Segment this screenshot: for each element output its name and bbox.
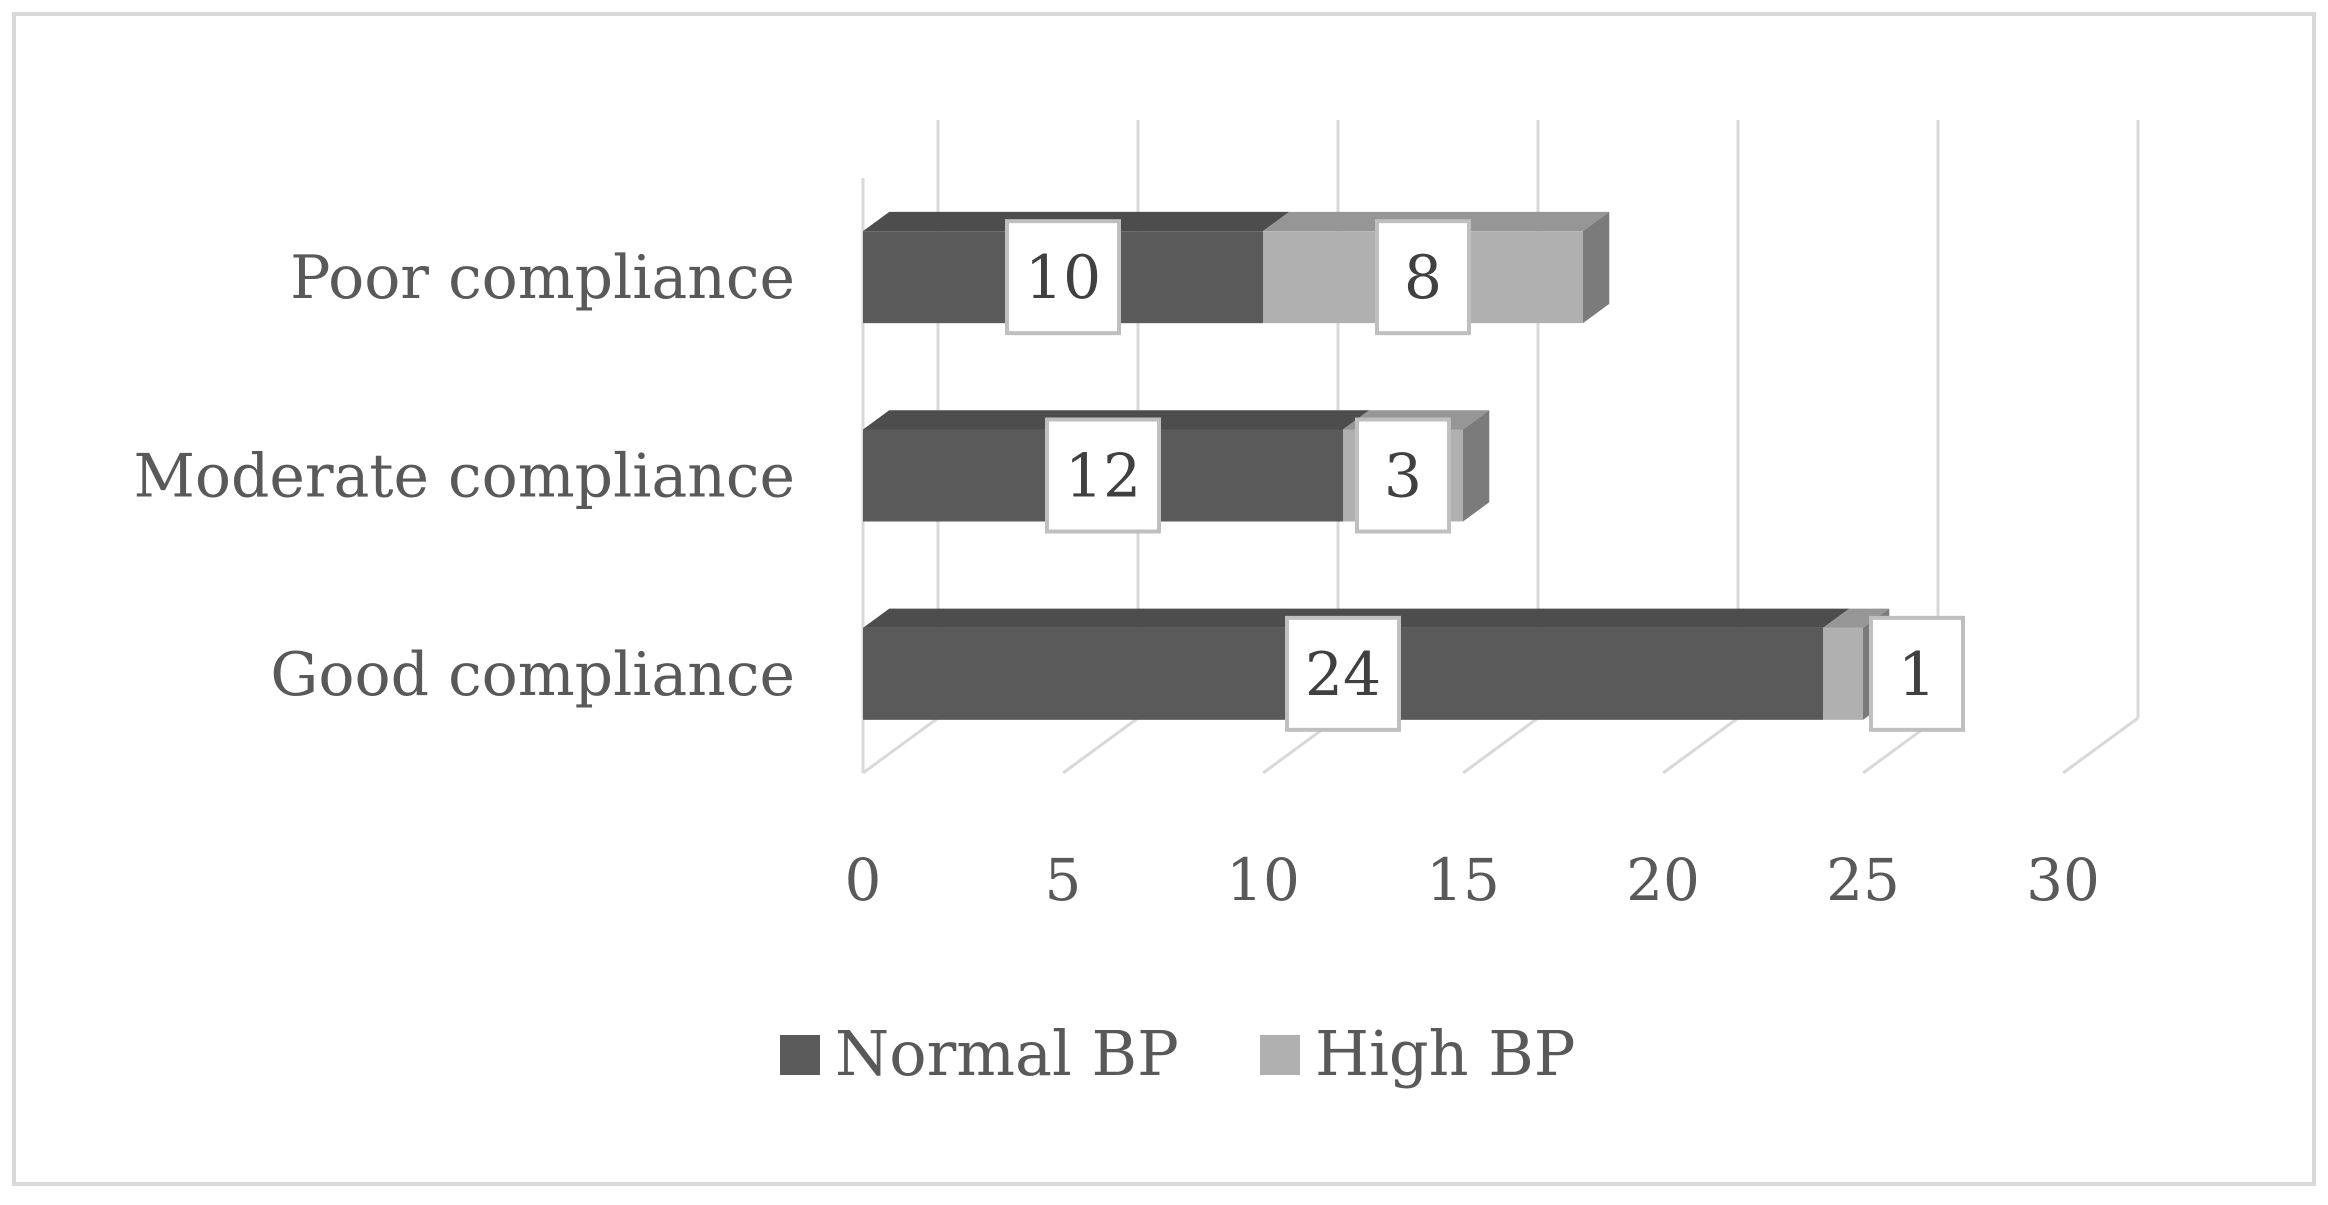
data-label: 24 [1285,615,1401,732]
x-tick-label: 30 [2026,846,2100,914]
floor-gridline [1062,716,1139,775]
category-label: Poor compliance [290,243,795,313]
data-label-text: 24 [1305,640,1381,710]
x-tick-label: 25 [1826,846,1900,914]
bar-end-face [1463,410,1490,522]
legend-label: High BP [1315,1017,1576,1090]
bar [1823,627,1863,720]
data-label-box [1375,219,1471,336]
x-tick-label: 20 [1626,846,1700,914]
legend-swatch [780,1035,820,1075]
data-label: 1 [1869,615,1965,732]
floor-gridline [1462,716,1539,775]
bar-end-face [1583,211,1610,324]
data-label-text: 10 [1025,243,1101,313]
data-label-box [1355,417,1451,534]
data-label-text: 8 [1404,243,1442,313]
x-tick-label: 0 [845,846,882,914]
data-label: 3 [1355,417,1451,534]
data-label-box [1005,219,1121,336]
legend-layer: Normal BP High BP [780,1017,1576,1090]
data-label-text: 1 [1898,640,1936,710]
data-label-box [1869,615,1965,732]
category-label: Moderate compliance [133,442,795,512]
floor-gridline [862,716,939,775]
bar-top-face [1823,608,1890,628]
labels-layer: Poor compliance 10 8 Moderate compliance 12 3… [133,219,1965,732]
x-tick-label: 15 [1426,846,1500,914]
x-tick-label: 10 [1226,846,1300,914]
data-label: 10 [1005,219,1121,336]
floor-gridline [2062,716,2139,775]
legend-label: Normal BP [835,1017,1179,1090]
data-label: 8 [1375,219,1471,336]
category-label: Good compliance [270,640,795,710]
data-label: 12 [1045,417,1161,534]
data-label-box [1045,417,1161,534]
legend-swatch [1260,1035,1300,1075]
data-label-text: 3 [1384,442,1422,512]
floor-gridline [1662,716,1739,775]
data-label-box [1285,615,1401,732]
chart-frame [12,12,2316,1186]
x-tick-label: 5 [1045,846,1082,914]
data-label-text: 12 [1065,442,1141,512]
